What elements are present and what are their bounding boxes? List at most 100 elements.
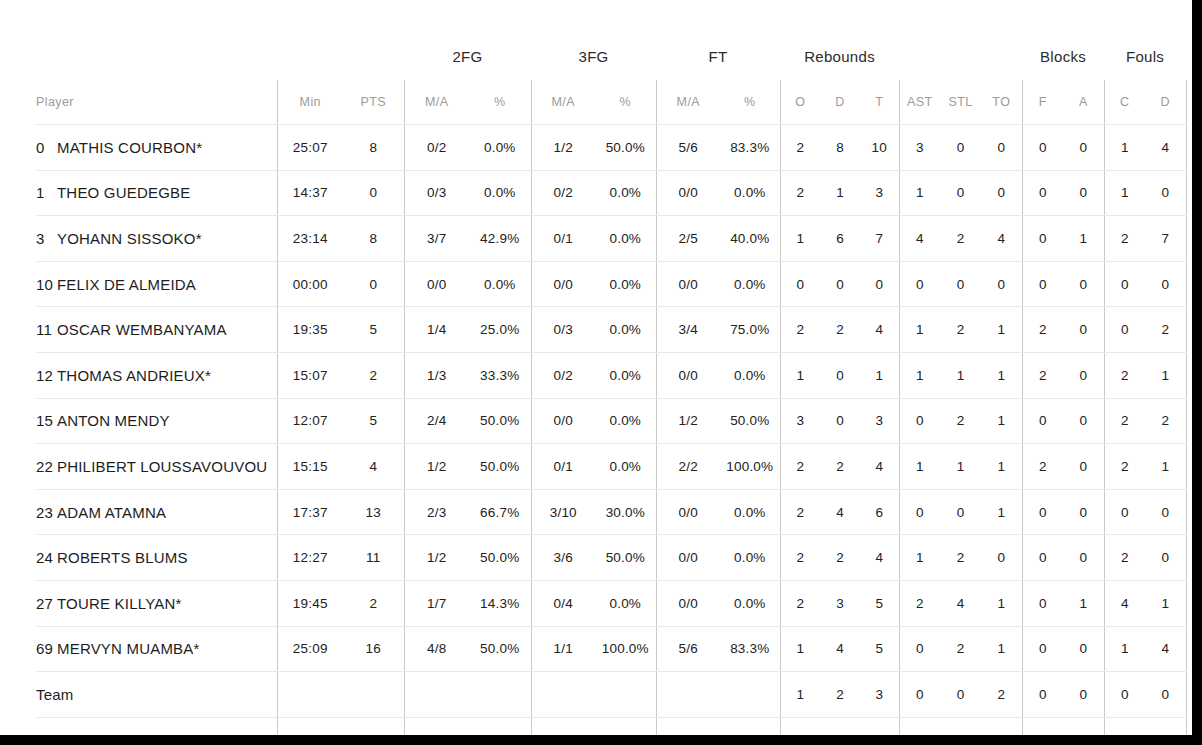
stat-ast: 2 [899,580,940,626]
stat-ft-ma: 0/0 [656,261,720,307]
box-score-page: 2FG 3FG FT Rebounds Blocks Fouls Player … [0,0,1202,745]
stat-reb-d: 2 [820,535,860,581]
stat-to: 1 [981,352,1022,398]
stat-reb-d: 2 [820,307,860,353]
col-header-to: TO [981,80,1022,125]
col-header-blk-f: F [1022,80,1063,125]
stat-to: 1 [981,626,1022,672]
stat-reb-t: 0 [860,261,899,307]
bottom-edge-bar [0,735,1202,745]
stat-reb-t: 3 [860,170,899,216]
stat-stl: 0 [940,170,981,216]
stat-ft-ma: 3/4 [656,307,720,353]
stat-blk-f: 0 [1022,672,1063,718]
player-name: PHILIBERT LOUSSAVOUVOU [57,458,267,475]
jersey-number: 24 [36,549,57,566]
stat-fg3-pct: 0.0% [595,170,656,216]
stat-min: 14:37 [277,170,343,216]
stat-foul-c: 2 [1104,398,1145,444]
stat-fg3-pct: 50.0% [595,125,656,171]
stat-ft-ma: 0/0 [656,580,720,626]
stat-reb-d: 0 [820,352,860,398]
player-cell: 22PHILIBERT LOUSSAVOUVOU [36,444,277,490]
stat-pts: 8 [343,216,404,262]
group-header-spacer [899,0,1022,80]
stat-foul-d: 0 [1145,535,1186,581]
player-cell: 27TOURE KILLYAN* [36,580,277,626]
stat-reb-d: 4 [820,489,860,535]
player-name: ANTON MENDY [57,412,170,429]
stat-ft-pct: 0.0% [720,170,780,216]
stat-blk-f: 0 [1022,535,1063,581]
stat-foul-c: 2 [1104,216,1145,262]
player-cell: 69MERVYN MUAMBA* [36,626,277,672]
stat-reb-o: 2 [780,170,820,216]
stat-to: 4 [981,216,1022,262]
stat-blk-a: 1 [1063,216,1104,262]
stat-blk-f: 0 [1022,580,1063,626]
group-header-ft: FT [656,0,780,80]
stat-reb-d: 2 [820,672,860,718]
player-name: THOMAS ANDRIEUX* [57,367,211,384]
player-name: FELIX DE ALMEIDA [57,276,196,293]
stat-pts: 11 [343,535,404,581]
stat-reb-t: 5 [860,580,899,626]
stat-blk-a: 0 [1063,125,1104,171]
stat-pts: 0 [343,170,404,216]
stat-ast: 1 [899,444,940,490]
stat-foul-c: 0 [1104,261,1145,307]
stat-ft-pct: 83.3% [720,626,780,672]
stat-fg2-pct: 50.0% [469,626,531,672]
player-name: MATHIS COURBON* [57,139,202,156]
stat-fg3-ma: 0/1 [531,216,595,262]
col-header-reb-o: O [780,80,820,125]
stat-reb-d: 3 [820,580,860,626]
stat-fg3-ma: 0/1 [531,444,595,490]
stat-min: 25:07 [277,125,343,171]
stat-ft-pct: 0.0% [720,535,780,581]
stat-ft-ma: 2/2 [656,444,720,490]
stat-blk-f: 0 [1022,216,1063,262]
stat-blk-f: 2 [1022,307,1063,353]
stat-fg3-pct: 0.0% [595,580,656,626]
col-header-stl: STL [940,80,981,125]
stat-stl: 2 [940,307,981,353]
stat-blk-a: 0 [1063,535,1104,581]
stat-foul-c: 0 [1104,307,1145,353]
stat-foul-d: 0 [1145,170,1186,216]
stat-ast: 1 [899,170,940,216]
stat-fg3-ma: 0/2 [531,352,595,398]
stat-foul-d: 1 [1145,580,1186,626]
stat-fg3-ma: 3/6 [531,535,595,581]
stat-reb-o: 1 [780,216,820,262]
stat-ft-ma: 1/2 [656,398,720,444]
jersey-number: 11 [36,321,57,338]
col-header-2fg-ma: M/A [404,80,469,125]
stat-fg2-pct: 33.3% [469,352,531,398]
stat-ast: 1 [899,535,940,581]
stat-fg2-pct: 14.3% [469,580,531,626]
stat-ft-ma: 0/0 [656,352,720,398]
stat-ft-ma: 0/0 [656,170,720,216]
stat-ft-pct: 0.0% [720,489,780,535]
player-row: 23ADAM ATAMNA17:37132/366.7%3/1030.0%0/0… [36,489,1186,535]
stat-foul-c: 2 [1104,352,1145,398]
stat-ft-pct: 0.0% [720,580,780,626]
stat-fg2-pct: 42.9% [469,216,531,262]
player-name: THEO GUEDEGBE [57,184,190,201]
player-row: 10FELIX DE ALMEIDA00:0000/00.0%0/00.0%0/… [36,261,1186,307]
stat-ast: 0 [899,398,940,444]
stat-pts: 4 [343,444,404,490]
stat-ft-ma: 0/0 [656,489,720,535]
col-header-ast: AST [899,80,940,125]
group-header-rebounds: Rebounds [780,0,899,80]
stat-blk-a: 0 [1063,307,1104,353]
player-cell: 15ANTON MENDY [36,398,277,444]
stat-foul-d: 1 [1145,352,1186,398]
player-cell: Team [36,672,277,718]
jersey-number: 10 [36,276,57,293]
stat-fg2-ma: 0/3 [404,170,469,216]
stat-reb-t: 1 [860,352,899,398]
stat-fg2-ma: 4/8 [404,626,469,672]
group-header-row: 2FG 3FG FT Rebounds Blocks Fouls [36,0,1186,80]
